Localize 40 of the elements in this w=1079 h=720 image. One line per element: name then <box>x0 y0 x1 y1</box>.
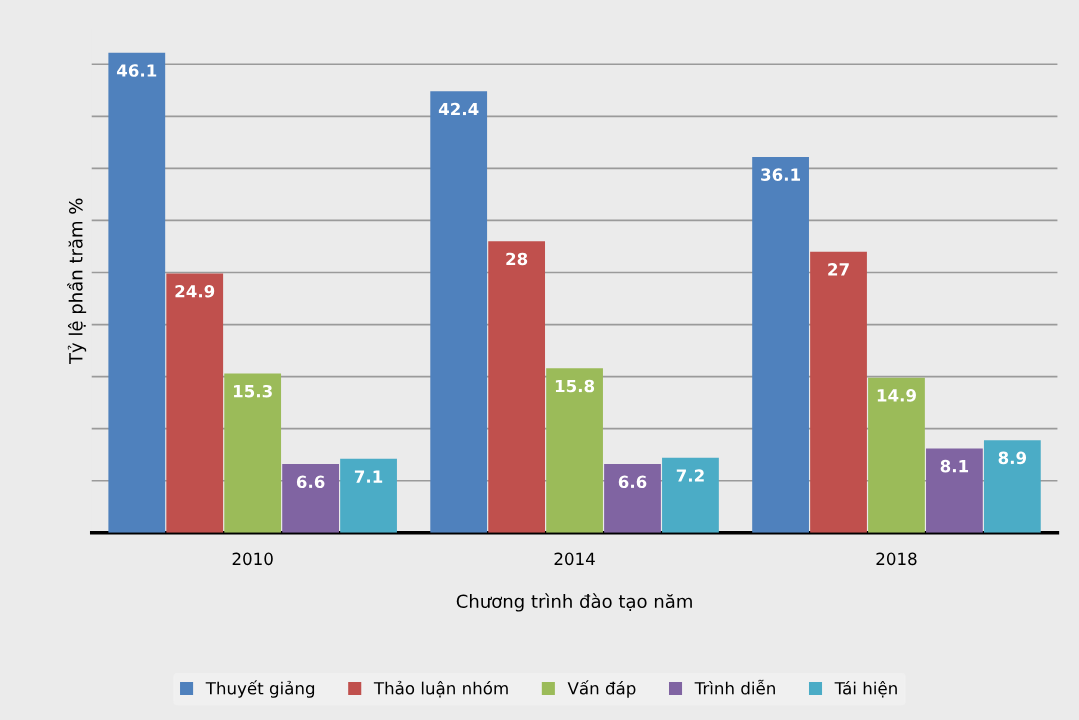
data-label: 7.2 <box>676 469 704 482</box>
data-label: 42.4 <box>438 102 479 116</box>
x-tick-label: 2014 <box>554 552 595 566</box>
data-label: 14.9 <box>877 389 916 402</box>
legend-label: Thảo luận nhóm <box>373 680 508 698</box>
y-axis-title: Tỷ lệ phần trăm % <box>67 198 87 365</box>
data-label: 46.1 <box>116 64 157 77</box>
bar <box>604 464 661 533</box>
bar <box>108 52 166 533</box>
legend-label: Vấn đáp <box>567 680 636 698</box>
data-label: 36.1 <box>761 168 800 181</box>
x-tick-label: 2010 <box>232 552 273 566</box>
legend-label: Thuyết giảng <box>205 680 315 698</box>
data-label: 15.8 <box>555 379 595 393</box>
data-label: 8.9 <box>998 451 1027 465</box>
data-label: 24.9 <box>175 284 215 298</box>
legend-label: Tái hiện <box>834 681 897 698</box>
x-tick-label: 2018 <box>876 552 917 566</box>
bar <box>166 273 224 533</box>
bar <box>810 251 867 533</box>
bar <box>926 448 983 533</box>
bar <box>430 91 488 533</box>
bar <box>282 464 339 533</box>
bar <box>488 241 546 533</box>
bar <box>546 368 603 533</box>
x-axis-title: Chương trình đào tạo năm <box>456 593 692 612</box>
bar <box>340 458 397 533</box>
data-label: 7.1 <box>354 470 383 483</box>
bar <box>868 377 925 533</box>
data-label: 8.1 <box>940 459 969 473</box>
data-label: 6.6 <box>618 475 647 489</box>
legend-label: Trình diễn <box>694 679 775 695</box>
bar <box>662 457 719 533</box>
bar <box>752 156 809 533</box>
data-label: 15.3 <box>233 384 272 398</box>
bar <box>224 373 282 533</box>
bar <box>983 440 1041 533</box>
data-label: 6.6 <box>296 475 325 489</box>
data-label: 28 <box>506 252 528 266</box>
data-label: 27 <box>828 263 849 276</box>
